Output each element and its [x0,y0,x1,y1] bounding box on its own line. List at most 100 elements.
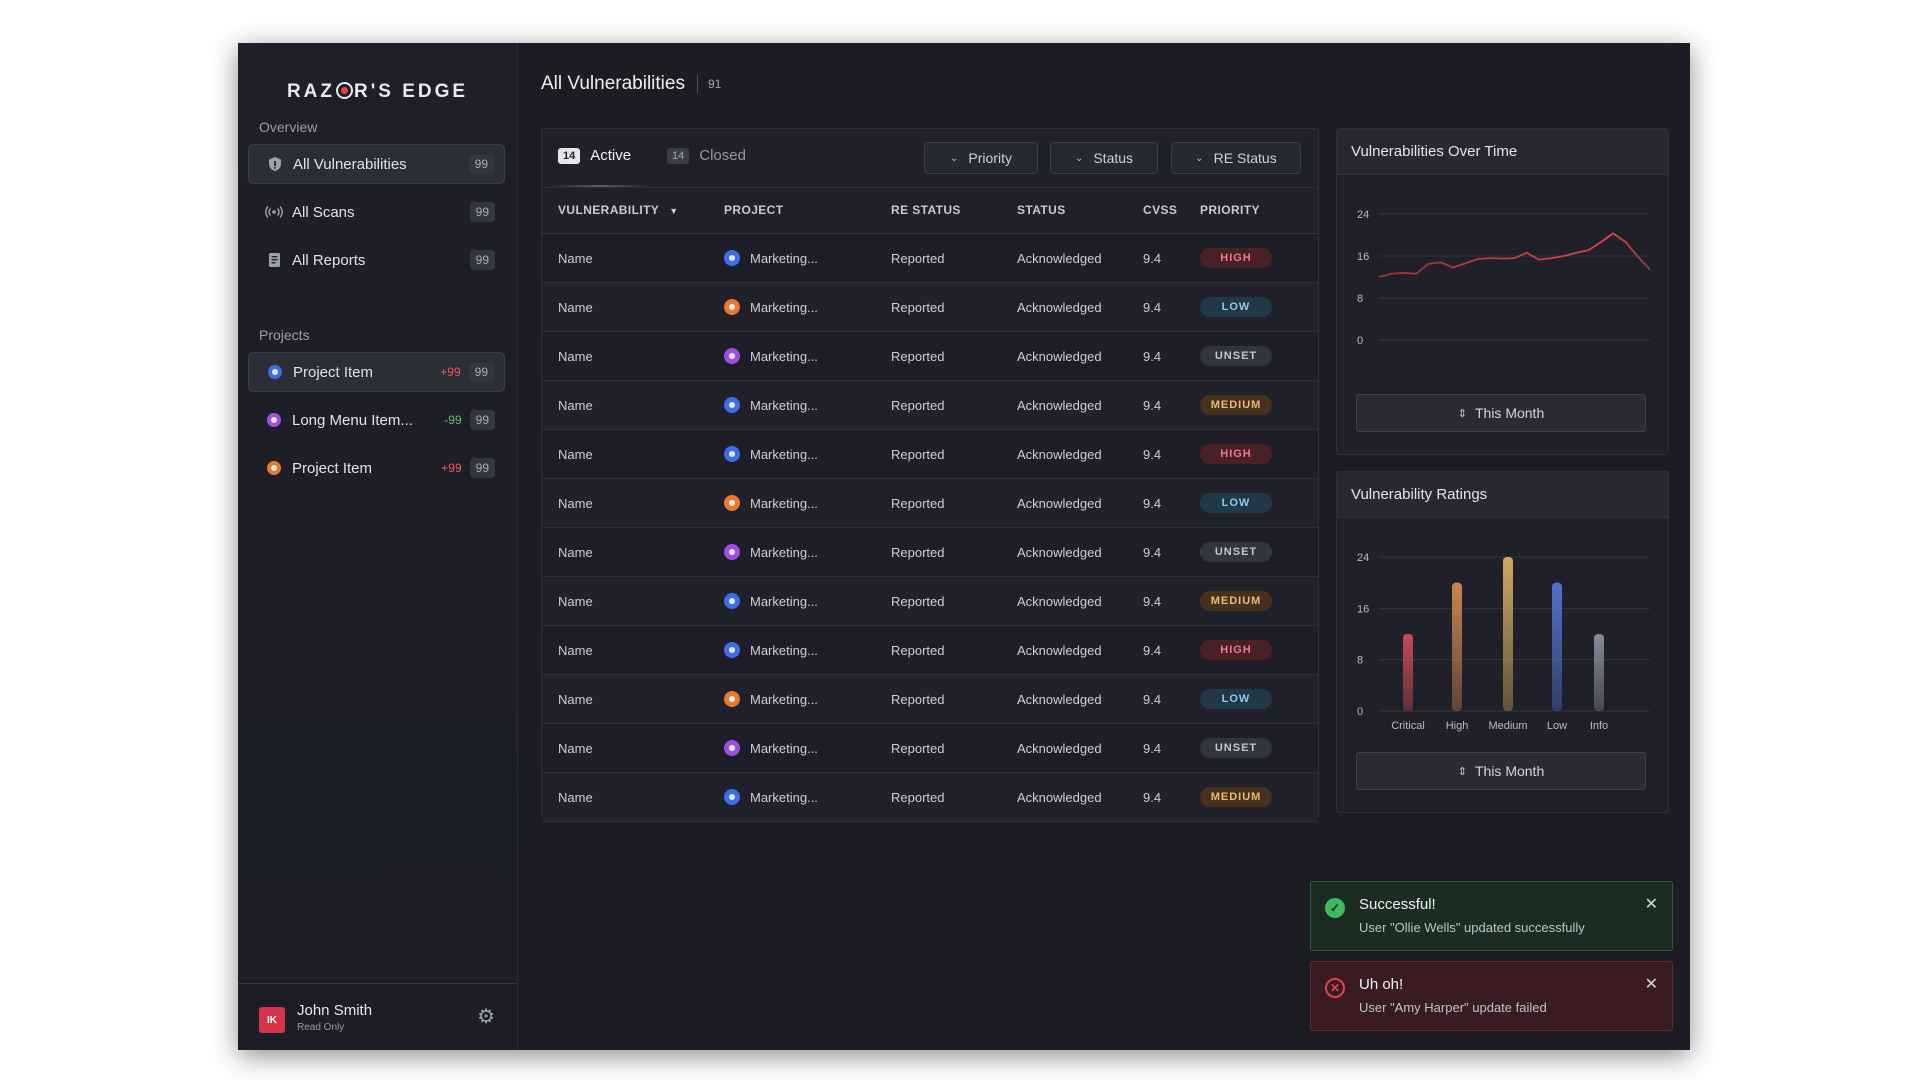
project-name: Marketing... [750,446,818,462]
status-cell: Acknowledged [1017,625,1143,675]
user-footer: IK John Smith Read Only ⚙ [238,983,517,1050]
priority-cell: HIGH [1200,233,1318,283]
priority-cell: LOW [1200,282,1318,332]
y-tick-label: 8 [1357,655,1363,667]
project-name: Marketing... [750,691,818,707]
table-row[interactable]: Name Marketing... Reported Acknowledged 9.4 M… [542,576,1318,626]
table-row[interactable]: Name Marketing... Reported Acknowledged 9.4 H… [542,233,1318,283]
table-row[interactable]: Name Marketing... Reported Acknowledged 9.4 U… [542,527,1318,577]
status-cell: Acknowledged [1017,233,1143,283]
table-row[interactable]: Name Marketing... Reported Acknowledged 9.4 L… [542,282,1318,332]
status-cell: Acknowledged [1017,576,1143,626]
table-row[interactable]: Name Marketing... Reported Acknowledged 9.4 U… [542,723,1318,773]
cvss-cell: 9.4 [1143,674,1200,724]
count-badge: 99 [468,154,494,174]
series-line [1378,232,1651,278]
table-row[interactable]: Name Marketing... Reported Acknowledged 9.4 M… [542,380,1318,430]
re-status-filter-button[interactable]: ⌄ RE Status [1171,142,1301,174]
tab-count: 14 [667,147,690,164]
vulnerability-name: Name [542,723,724,773]
success-toast: ✓ Successful! User "Ollie Wells" updated… [1310,881,1673,951]
re-status-cell: Reported [891,380,1017,430]
table-row[interactable]: Name Marketing... Reported Acknowledged 9.4 M… [542,772,1318,822]
brand-logo[interactable]: RAZ R'S EDGE [238,81,517,103]
card-title: Vulnerability Ratings [1337,472,1668,518]
status-filter-button[interactable]: ⌄ Status [1050,142,1158,174]
column-header-cvss[interactable]: CVSS [1143,187,1200,234]
tab-label: Closed [699,147,746,164]
bar-chart: 24 16 8 0 Critical High Medium Low Info [1357,552,1650,732]
project-color-dot [724,642,740,658]
priority-filter-button[interactable]: ⌄ Priority [924,142,1038,174]
nav-all-scans[interactable]: All Scans 99 [248,192,505,232]
overview-section-title: Overview [259,119,318,135]
close-icon[interactable]: ✕ [1644,976,1658,993]
table-header-row: VULNERABILITY ▼ PROJECT RE STATUS STATUS … [542,187,1318,234]
table-row[interactable]: Name Marketing... Reported Acknowledged 9.4 U… [542,331,1318,381]
tab-closed[interactable]: 14 Closed [667,147,746,164]
column-header-project[interactable]: PROJECT [724,187,891,234]
column-header-status[interactable]: STATUS [1017,187,1143,234]
button-label: This Month [1474,405,1545,421]
nav-all-vulnerabilities[interactable]: All Vulnerabilities 99 [248,144,505,184]
tab-active[interactable]: 14 Active [558,147,631,164]
column-header-vulnerability[interactable]: VULNERABILITY ▼ [542,187,724,234]
project-item-2[interactable]: Long Menu Item... -99 99 [248,400,505,440]
close-icon[interactable]: ✕ [1644,896,1658,913]
priority-badge: MEDIUM [1200,787,1272,807]
project-cell: Marketing... [724,625,891,675]
vulnerability-name: Name [542,429,724,479]
logo-text-end: R'S EDGE [354,81,469,102]
toast-title: Successful! [1359,896,1436,913]
priority-cell: UNSET [1200,527,1318,577]
this-month-button[interactable]: ⇕ This Month [1356,752,1646,790]
check-circle-icon: ✓ [1325,898,1345,918]
project-cell: Marketing... [724,331,891,381]
table-row[interactable]: Name Marketing... Reported Acknowledged 9.4 H… [542,429,1318,479]
project-name: Marketing... [750,495,818,511]
status-cell: Acknowledged [1017,674,1143,724]
project-dot-wrap [256,461,292,475]
project-cell: Marketing... [724,772,891,822]
re-status-cell: Reported [891,478,1017,528]
project-cell: Marketing... [724,380,891,430]
vulnerability-name: Name [542,331,724,381]
table-row[interactable]: Name Marketing... Reported Acknowledged 9.4 L… [542,478,1318,528]
table-row[interactable]: Name Marketing... Reported Acknowledged 9.4 L… [542,674,1318,724]
chevron-down-icon: ⌄ [1195,152,1204,164]
table-row[interactable]: Name Marketing... Reported Acknowledged 9.4 H… [542,625,1318,675]
status-cell: Acknowledged [1017,772,1143,822]
tab-label: Active [590,147,632,164]
project-color-dot [724,740,740,756]
cvss-cell: 9.4 [1143,527,1200,577]
this-month-button[interactable]: ⇕ This Month [1356,394,1646,432]
project-cell: Marketing... [724,282,891,332]
gear-icon[interactable]: ⚙ [477,1006,495,1028]
avatar[interactable]: IK [259,1007,285,1033]
project-item-1[interactable]: Project Item +99 99 [248,352,505,392]
priority-cell: MEDIUM [1200,576,1318,626]
project-name: Marketing... [750,397,818,413]
project-dot-wrap [257,365,293,379]
count-badge: 99 [468,362,494,382]
column-header-priority[interactable]: PRIORITY [1200,187,1318,234]
count-badge: 99 [469,250,495,270]
project-item-3[interactable]: Project Item +99 99 [248,448,505,488]
nav-label: All Reports [292,251,366,269]
cvss-cell: 9.4 [1143,429,1200,479]
y-tick-label: 8 [1357,293,1363,305]
nav-all-reports[interactable]: All Reports 99 [248,240,505,280]
project-color-dot [724,348,740,364]
re-status-cell: Reported [891,674,1017,724]
project-delta: +99 [440,365,461,379]
tab-bar: 14 Active 14 Closed ⌄ Priority ⌄ Status … [542,129,1318,188]
status-cell: Acknowledged [1017,429,1143,479]
status-cell: Acknowledged [1017,478,1143,528]
project-name: Marketing... [750,299,818,315]
priority-cell: LOW [1200,674,1318,724]
column-header-re-status[interactable]: RE STATUS [891,187,1017,234]
project-cell: Marketing... [724,429,891,479]
cvss-cell: 9.4 [1143,625,1200,675]
project-color-dot [724,544,740,560]
re-status-cell: Reported [891,282,1017,332]
